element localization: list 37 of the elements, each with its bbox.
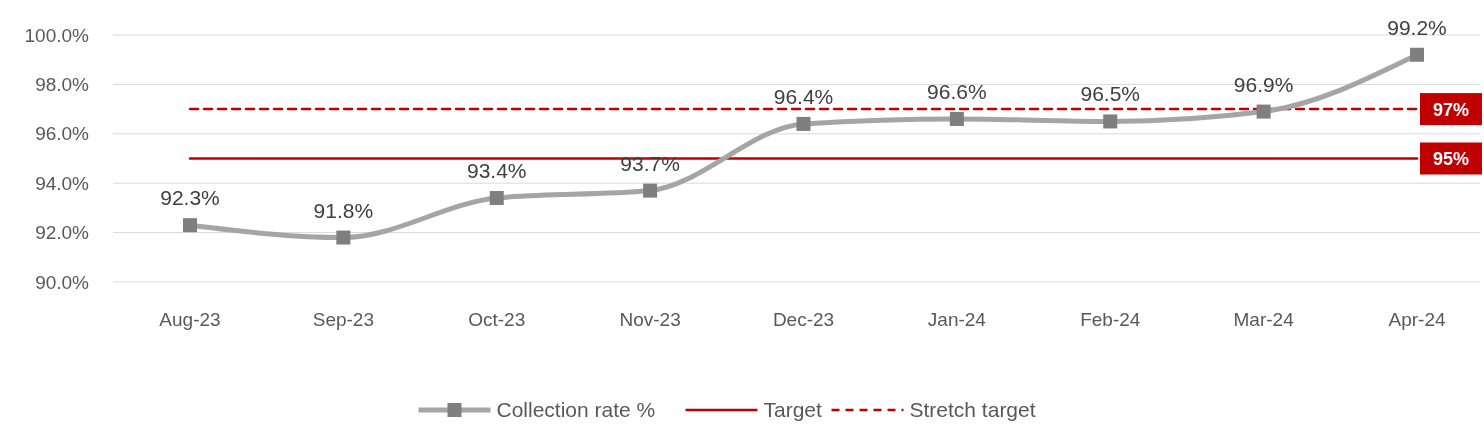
point bbox=[949, 111, 964, 126]
x-tick-label: Mar-24 bbox=[1233, 309, 1295, 330]
data-label: 96.5% bbox=[1080, 82, 1141, 106]
legend-label: Stretch target bbox=[909, 398, 1036, 422]
data-label: 99.2% bbox=[1387, 15, 1447, 39]
point bbox=[796, 116, 811, 131]
point bbox=[489, 191, 504, 206]
annotation: 95% bbox=[1432, 148, 1470, 169]
y-tick-label: 100.0% bbox=[24, 24, 90, 46]
x-tick-label: Jan-24 bbox=[927, 309, 987, 330]
x-tick-label: Aug-23 bbox=[159, 309, 221, 330]
point bbox=[1103, 114, 1118, 129]
data-label: 96.6% bbox=[927, 79, 987, 103]
annotation: 97% bbox=[1432, 99, 1470, 120]
y-tick-label: 90.0% bbox=[35, 271, 90, 293]
point bbox=[1410, 47, 1424, 62]
point bbox=[183, 218, 197, 233]
y-tick-label: 94.0% bbox=[35, 172, 90, 194]
data-label: 96.4% bbox=[773, 84, 834, 108]
data-label: 93.4% bbox=[466, 159, 527, 183]
data-label: 96.9% bbox=[1233, 72, 1294, 96]
y-tick-label: 98.0% bbox=[35, 74, 90, 96]
legend-label: Collection rate % bbox=[496, 398, 656, 422]
legend-label: Target bbox=[763, 398, 823, 422]
x-tick-label: Apr-24 bbox=[1388, 309, 1446, 330]
x-tick-label: Sep-23 bbox=[312, 309, 375, 330]
data-label: 92.3% bbox=[160, 186, 220, 210]
point bbox=[643, 183, 658, 198]
x-tick-label: Dec-23 bbox=[772, 309, 835, 330]
x-tick-label: Oct-23 bbox=[468, 309, 526, 330]
x-tick-label: Feb-24 bbox=[1080, 309, 1141, 330]
x-tick-label: Nov-23 bbox=[619, 309, 681, 330]
data-label: 91.8% bbox=[313, 198, 374, 222]
y-tick-label: 96.0% bbox=[35, 123, 90, 145]
point bbox=[1256, 104, 1271, 119]
y-tick-label: 92.0% bbox=[35, 222, 90, 244]
point bbox=[336, 230, 351, 245]
